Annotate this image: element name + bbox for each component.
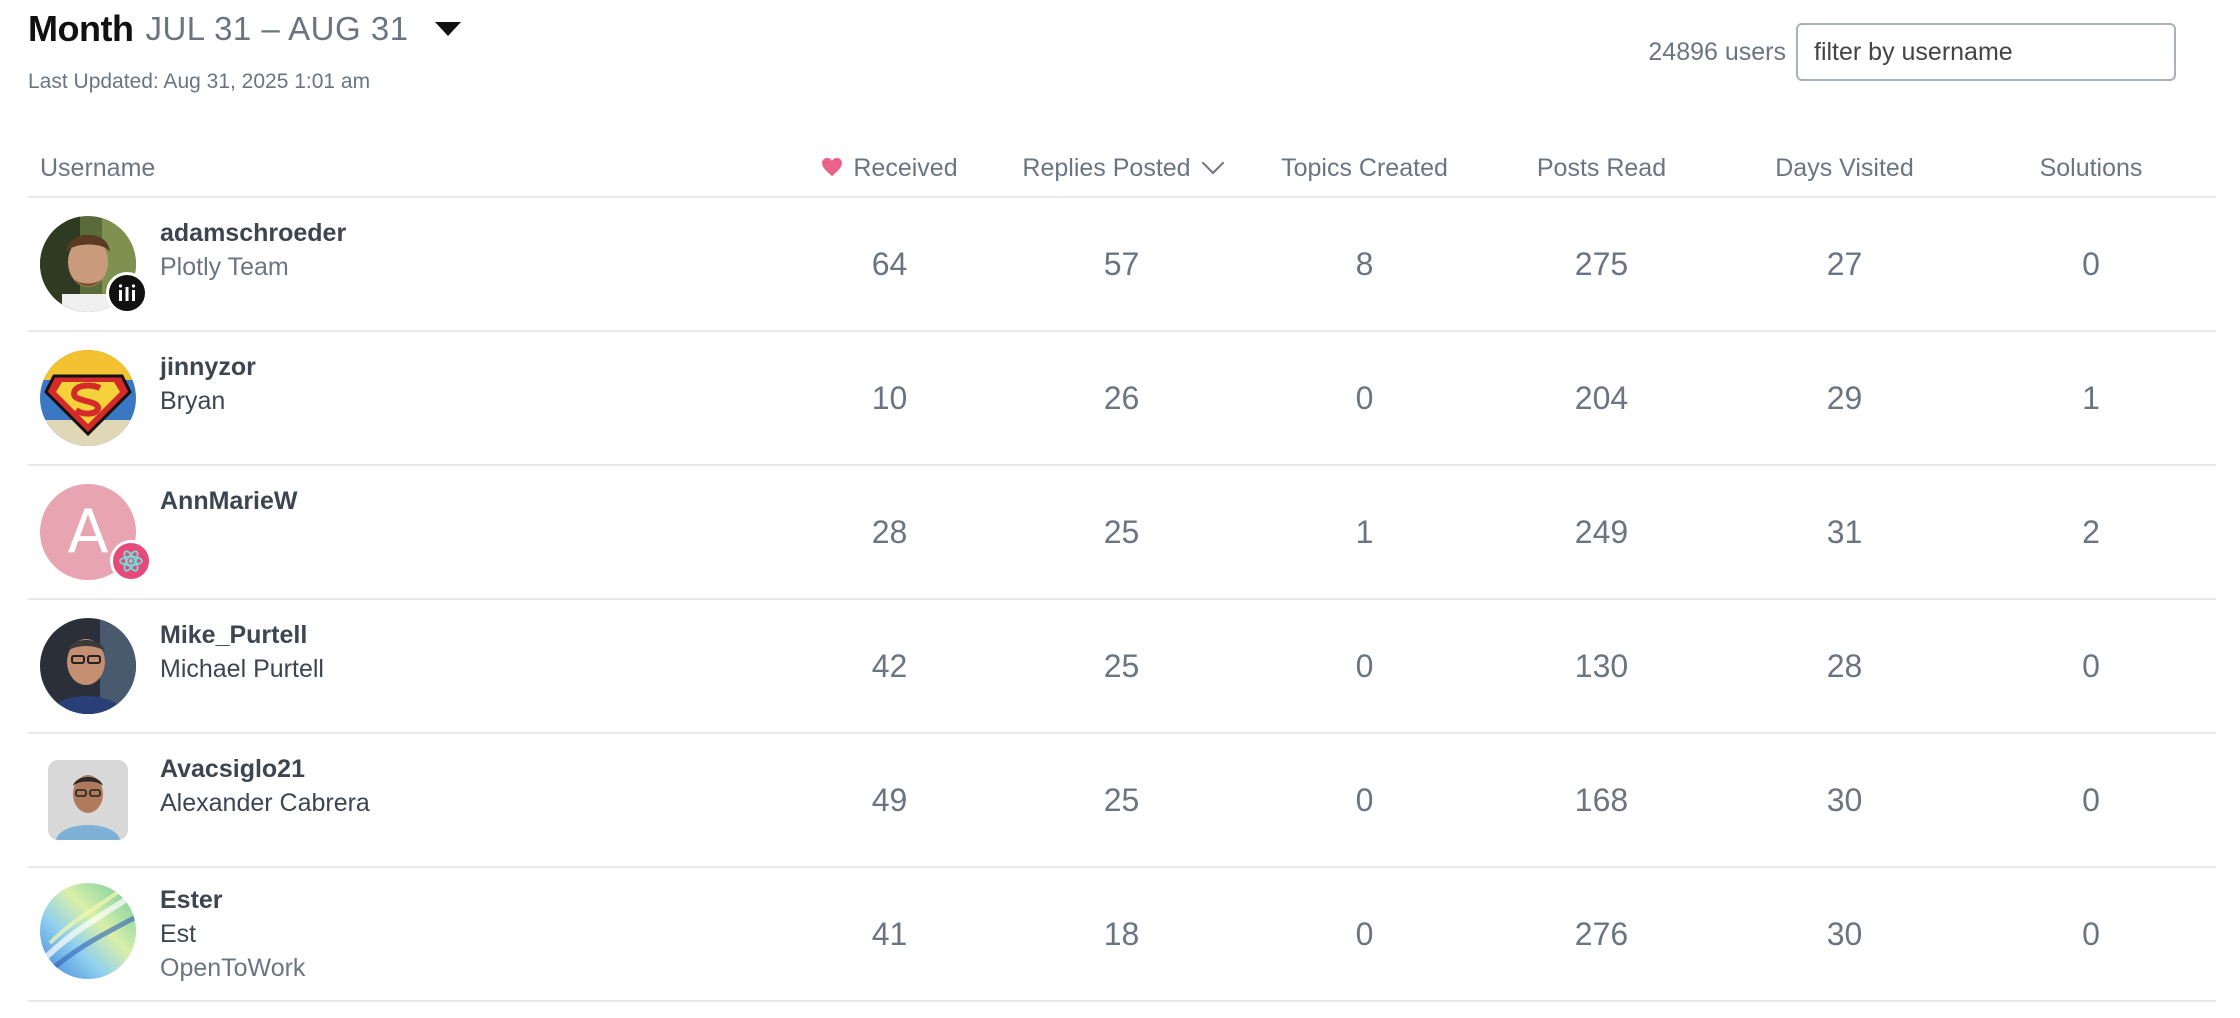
- solutions-value: 1: [1966, 331, 2216, 466]
- username-link[interactable]: AnnMarieW: [160, 487, 298, 515]
- username-link[interactable]: adamschroeder: [160, 219, 347, 247]
- solutions-value: 0: [1966, 599, 2216, 734]
- user-full-name: Alexander Cabrera: [160, 789, 370, 817]
- letter-avatar: A: [40, 484, 136, 580]
- user-full-name: Est: [160, 920, 197, 948]
- posts-read-value: 249: [1480, 465, 1723, 600]
- username-link[interactable]: Mike_Purtell: [160, 621, 308, 649]
- table-row: jinnyzor Bryan 10 26 0 204 29 1: [28, 331, 2216, 466]
- posts-read-value: 276: [1480, 867, 1723, 1002]
- period-selector[interactable]: Month JUL 31 – AUG 31: [28, 8, 461, 50]
- column-topics-created[interactable]: Topics Created: [1249, 140, 1480, 198]
- heart-icon: [822, 157, 843, 176]
- column-username[interactable]: Username: [28, 140, 785, 198]
- username-link[interactable]: Avacsiglo21: [160, 755, 305, 783]
- solutions-value: 2: [1966, 465, 2216, 600]
- table-row: Avacsiglo21 Alexander Cabrera 49 25 0 16…: [28, 733, 2216, 868]
- received-value: 49: [785, 733, 994, 868]
- user-cell: A AnnMarieW: [28, 465, 785, 600]
- table-row: Mike_Purtell Michael Purtell 42 25 0 130…: [28, 599, 2216, 734]
- replies-posted-value: 57: [994, 197, 1249, 332]
- avatar[interactable]: [40, 216, 148, 314]
- period-range: JUL 31 – AUG 31: [145, 10, 409, 47]
- column-posts-read[interactable]: Posts Read: [1480, 140, 1723, 198]
- column-received[interactable]: Received: [785, 140, 994, 198]
- user-full-name: Bryan: [160, 387, 226, 415]
- table-row: adamschroeder Plotly Team 64 57 8 275 27…: [28, 197, 2216, 332]
- avatar[interactable]: A: [40, 484, 152, 582]
- atom-icon: [110, 540, 152, 582]
- posts-read-value: 204: [1480, 331, 1723, 466]
- avatar[interactable]: [40, 883, 136, 979]
- last-updated: Last Updated: Aug 31, 2025 1:01 am: [28, 70, 371, 93]
- avatar[interactable]: [40, 618, 136, 714]
- username-filter-input[interactable]: [1796, 23, 2176, 81]
- topics-created-value: 1: [1249, 465, 1480, 600]
- received-value: 28: [785, 465, 994, 600]
- plotly-icon: [106, 272, 148, 314]
- superman-icon: [40, 350, 136, 446]
- column-replies-posted[interactable]: Replies Posted: [994, 140, 1249, 198]
- solutions-value: 0: [1966, 733, 2216, 868]
- topics-created-value: 0: [1249, 331, 1480, 466]
- user-cell: jinnyzor Bryan: [28, 331, 785, 466]
- user-cell: Mike_Purtell Michael Purtell: [28, 599, 785, 734]
- caret-down-icon[interactable]: [434, 22, 461, 36]
- replies-posted-value: 26: [994, 331, 1249, 466]
- topics-created-value: 0: [1249, 599, 1480, 734]
- replies-posted-value: 25: [994, 733, 1249, 868]
- replies-posted-value: 18: [994, 867, 1249, 1002]
- column-solutions[interactable]: Solutions: [1966, 140, 2216, 198]
- avatar[interactable]: [40, 752, 136, 848]
- received-value: 64: [785, 197, 994, 332]
- abstract-icon: [40, 883, 136, 979]
- days-visited-value: 31: [1723, 465, 1966, 600]
- received-value: 10: [785, 331, 994, 466]
- received-value: 42: [785, 599, 994, 734]
- photo-icon: [48, 760, 128, 840]
- replies-posted-value: 25: [994, 465, 1249, 600]
- photo-icon: [40, 216, 136, 312]
- posts-read-value: 275: [1480, 197, 1723, 332]
- username-link[interactable]: jinnyzor: [160, 353, 256, 381]
- chevron-down-icon: [1201, 151, 1224, 174]
- received-value: 41: [785, 867, 994, 1002]
- topics-created-value: 8: [1249, 197, 1480, 332]
- photo-icon: [40, 618, 136, 714]
- user-count: 24896 users: [1648, 38, 1786, 66]
- user-cell: Avacsiglo21 Alexander Cabrera: [28, 733, 785, 868]
- column-days-visited[interactable]: Days Visited: [1723, 140, 1966, 198]
- user-cell: adamschroeder Plotly Team: [28, 197, 785, 332]
- table-row: A AnnMarieW 28 25 1 249 31 2: [28, 465, 2216, 600]
- days-visited-value: 30: [1723, 733, 1966, 868]
- table-row: Ester Est OpenToWork 41 18 0 276 30 0: [28, 867, 2216, 1002]
- days-visited-value: 28: [1723, 599, 1966, 734]
- leaderboard-header: Month JUL 31 – AUG 31 Last Updated: Aug …: [28, 8, 461, 94]
- period-label: Month: [28, 8, 134, 49]
- days-visited-value: 27: [1723, 197, 1966, 332]
- topics-created-value: 0: [1249, 867, 1480, 1002]
- days-visited-value: 29: [1723, 331, 1966, 466]
- replies-posted-value: 25: [994, 599, 1249, 734]
- leaderboard-table: Username Received Replies Posted Topics …: [28, 140, 2216, 1002]
- topics-created-value: 0: [1249, 733, 1480, 868]
- user-full-name: Michael Purtell: [160, 655, 324, 683]
- table-header-row: Username Received Replies Posted Topics …: [28, 140, 2216, 198]
- user-title: Plotly Team: [160, 253, 289, 281]
- username-link[interactable]: Ester: [160, 886, 223, 914]
- avatar[interactable]: [40, 350, 136, 446]
- posts-read-value: 130: [1480, 599, 1723, 734]
- solutions-value: 0: [1966, 197, 2216, 332]
- posts-read-value: 168: [1480, 733, 1723, 868]
- days-visited-value: 30: [1723, 867, 1966, 1002]
- user-cell: Ester Est OpenToWork: [28, 867, 785, 1002]
- solutions-value: 0: [1966, 867, 2216, 1002]
- user-title: OpenToWork: [160, 954, 306, 982]
